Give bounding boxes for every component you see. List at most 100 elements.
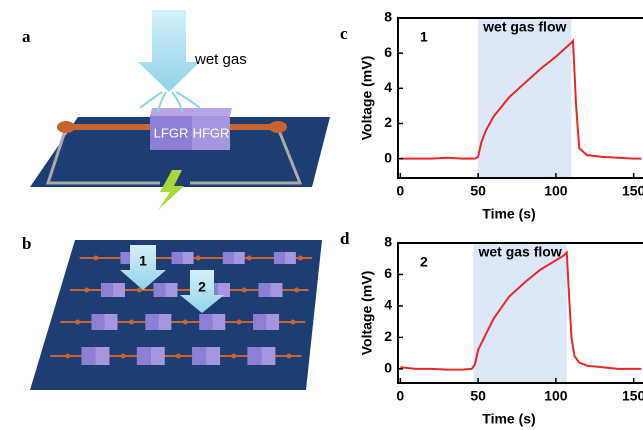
axis-frame: [397, 242, 643, 384]
device-right: [150, 347, 165, 365]
electrode-pad: [57, 121, 75, 133]
device-right: [158, 314, 172, 330]
y-tick-label: 6: [384, 265, 392, 281]
stream: [157, 91, 167, 113]
panel-label: c: [340, 24, 348, 43]
y-tick-label: 0: [384, 149, 392, 165]
x-tick-label: 150: [622, 183, 643, 199]
data-line: [400, 38, 642, 160]
device-left: [120, 252, 132, 264]
electrode-dot: [294, 287, 300, 293]
gas-arrow: [180, 270, 224, 313]
y-tick-label: 4: [384, 297, 392, 313]
electrode-dot: [75, 319, 81, 325]
y-tick-label: 6: [384, 44, 392, 60]
device-left: [81, 347, 96, 365]
x-axis-label: Time (s): [482, 411, 535, 427]
y-axis-label: Voltage (mV): [359, 56, 375, 141]
electrode-dot: [246, 255, 252, 261]
electrode-dot: [84, 287, 90, 293]
panel-label: a: [22, 27, 31, 46]
device-left: [247, 347, 262, 365]
substrate: [30, 117, 330, 187]
device-right: [95, 347, 110, 365]
curve-label: 2: [420, 254, 428, 270]
film-label: HFGR: [193, 125, 230, 140]
hfgr: [192, 116, 230, 150]
device-left: [273, 252, 285, 264]
device-right: [217, 283, 230, 297]
shaded-label: wet gas flow: [477, 244, 561, 260]
y-tick-label: 4: [384, 79, 392, 95]
gas-arrow: [138, 10, 200, 92]
device-left: [253, 314, 267, 330]
device-left: [153, 283, 166, 297]
electrode-dot: [93, 255, 99, 261]
panel-label: b: [22, 234, 31, 253]
electrode-dot: [195, 255, 201, 261]
electrode-dot: [236, 319, 242, 325]
arrow-label: 2: [198, 279, 206, 295]
device-left: [192, 347, 207, 365]
electrode-dot: [65, 353, 71, 359]
electrode-dot: [136, 287, 142, 293]
electrode-dot: [290, 319, 296, 325]
x-tick-label: 100: [544, 388, 568, 404]
electrode-dot: [286, 353, 292, 359]
electrode-dot: [128, 319, 134, 325]
x-tick-label: 0: [396, 388, 404, 404]
y-axis-label: Voltage (mV): [359, 271, 375, 356]
gas-label: wet gas: [194, 51, 247, 68]
stream: [171, 91, 183, 113]
stream: [139, 91, 163, 109]
electrode-dot: [120, 353, 126, 359]
x-tick-label: 50: [470, 183, 486, 199]
electrode-dot: [182, 319, 188, 325]
x-tick-label: 100: [544, 183, 568, 199]
device-left: [100, 283, 113, 297]
x-tick-label: 150: [622, 388, 643, 404]
y-tick-label: 2: [384, 328, 392, 344]
device-right: [233, 252, 245, 264]
arrow-label: 1: [139, 253, 147, 269]
device-left: [258, 283, 271, 297]
device-right: [112, 283, 125, 297]
film-top: [150, 108, 232, 116]
lightning: [158, 170, 184, 210]
device-right: [284, 252, 296, 264]
panel-label: d: [340, 229, 350, 248]
x-tick-label: 50: [470, 388, 486, 404]
electrode-dot: [241, 287, 247, 293]
device-right: [212, 314, 226, 330]
stream: [175, 91, 201, 109]
device-right: [261, 347, 276, 365]
device-left: [171, 252, 183, 264]
wire: [190, 127, 303, 185]
device-right: [182, 252, 194, 264]
y-tick-label: 8: [384, 9, 392, 25]
axis-frame: [397, 17, 643, 179]
x-axis-label: Time (s): [482, 206, 535, 222]
shaded-label: wet gas flow: [482, 19, 566, 35]
y-tick-label: 8: [384, 234, 392, 250]
shaded-region: [473, 243, 567, 383]
device-left: [199, 314, 213, 330]
device-left: [91, 314, 105, 330]
electrode-pad: [269, 121, 287, 133]
data-line: [400, 250, 642, 371]
y-tick-label: 0: [384, 360, 392, 376]
electrode-dot: [231, 353, 237, 359]
electrode-dot: [175, 353, 181, 359]
film-label: LFGR: [154, 125, 189, 140]
curve-label: 1: [420, 29, 428, 45]
lfgr: [150, 116, 192, 150]
gas-arrow: [120, 245, 166, 290]
y-tick-label: 2: [384, 114, 392, 130]
device-left: [145, 314, 159, 330]
device-right: [266, 314, 280, 330]
device-right: [206, 347, 221, 365]
wire: [45, 127, 160, 185]
x-tick-label: 0: [396, 183, 404, 199]
